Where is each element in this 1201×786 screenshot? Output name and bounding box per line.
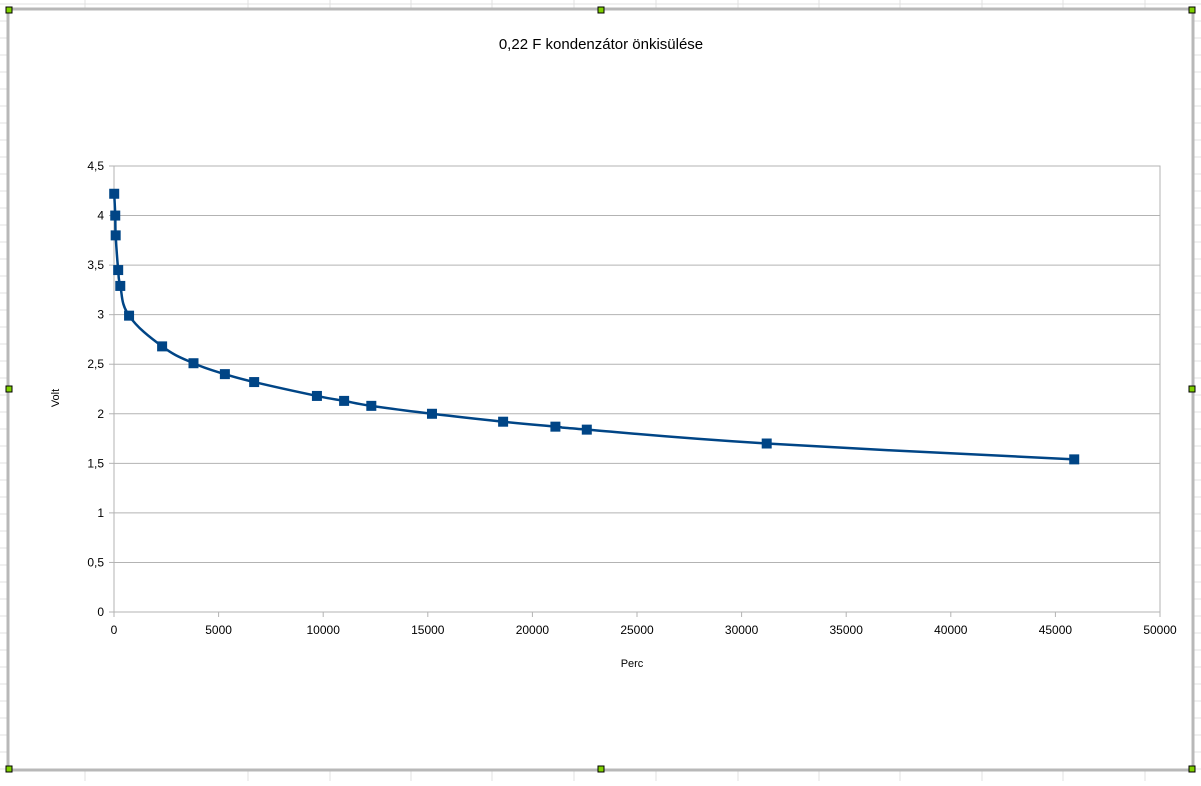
y-tick-label: 2 bbox=[97, 407, 104, 421]
resize-handle[interactable] bbox=[597, 765, 605, 773]
series-markers bbox=[109, 188, 1080, 465]
data-point bbox=[498, 416, 509, 427]
plot-area: 0 5000 10000 15000 20000 25000 30000 35000 40000… bbox=[87, 159, 1177, 637]
resize-handle[interactable] bbox=[5, 385, 13, 393]
chart-title: 0,22 F kondenzátor önkisülése bbox=[499, 36, 703, 53]
y-tick-label: 1 bbox=[97, 506, 104, 520]
data-point bbox=[426, 408, 437, 419]
data-point bbox=[366, 400, 377, 411]
x-tick-label: 5000 bbox=[205, 623, 232, 637]
selection-handles bbox=[5, 6, 1196, 773]
resize-handle[interactable] bbox=[5, 765, 13, 773]
resize-handle[interactable] bbox=[5, 6, 13, 14]
data-point bbox=[157, 341, 168, 352]
x-tick-label: 45000 bbox=[1039, 623, 1073, 637]
data-point bbox=[581, 424, 592, 435]
x-tick-label: 10000 bbox=[307, 623, 341, 637]
data-point bbox=[339, 395, 350, 406]
x-tick-label: 15000 bbox=[411, 623, 445, 637]
resize-handle[interactable] bbox=[597, 6, 605, 14]
x-tick-label: 40000 bbox=[934, 623, 968, 637]
data-point bbox=[219, 369, 230, 380]
data-point bbox=[110, 230, 121, 241]
data-point bbox=[1069, 454, 1080, 465]
data-point bbox=[761, 438, 772, 449]
data-point bbox=[109, 188, 120, 199]
data-point bbox=[115, 280, 126, 291]
x-tick-label: 20000 bbox=[516, 623, 550, 637]
x-axis-ticks: 0 5000 10000 15000 20000 25000 30000 35000 40000… bbox=[111, 612, 1177, 637]
data-point bbox=[113, 265, 124, 276]
x-tick-label: 50000 bbox=[1143, 623, 1177, 637]
data-point bbox=[110, 210, 121, 221]
data-point bbox=[550, 421, 561, 432]
y-tick-label: 4 bbox=[97, 209, 104, 223]
y-tick-label: 1,5 bbox=[87, 456, 104, 470]
y-tick-label: 2,5 bbox=[87, 357, 104, 371]
resize-handle[interactable] bbox=[1188, 6, 1196, 14]
chart-frame[interactable] bbox=[6, 7, 1195, 772]
resize-handle[interactable] bbox=[1188, 385, 1196, 393]
resize-handle[interactable] bbox=[1188, 765, 1196, 773]
y-tick-label: 0,5 bbox=[87, 555, 104, 569]
x-tick-label: 25000 bbox=[620, 623, 654, 637]
data-point bbox=[249, 377, 260, 388]
y-axis-label: Volt bbox=[50, 389, 62, 407]
x-tick-label: 0 bbox=[111, 623, 118, 637]
data-point bbox=[124, 310, 135, 321]
x-tick-label: 30000 bbox=[725, 623, 759, 637]
y-tick-label: 4,5 bbox=[87, 159, 104, 173]
data-point bbox=[311, 390, 322, 401]
x-axis-label: Perc bbox=[621, 658, 644, 670]
y-tick-label: 0 bbox=[97, 605, 104, 619]
data-point bbox=[188, 358, 199, 369]
y-tick-label: 3,5 bbox=[87, 258, 104, 272]
x-tick-label: 35000 bbox=[830, 623, 864, 637]
y-tick-label: 3 bbox=[97, 308, 104, 322]
y-axis-ticks: 0 0,5 1 1,5 2 2,5 3 3,5 4 4,5 bbox=[87, 159, 114, 619]
